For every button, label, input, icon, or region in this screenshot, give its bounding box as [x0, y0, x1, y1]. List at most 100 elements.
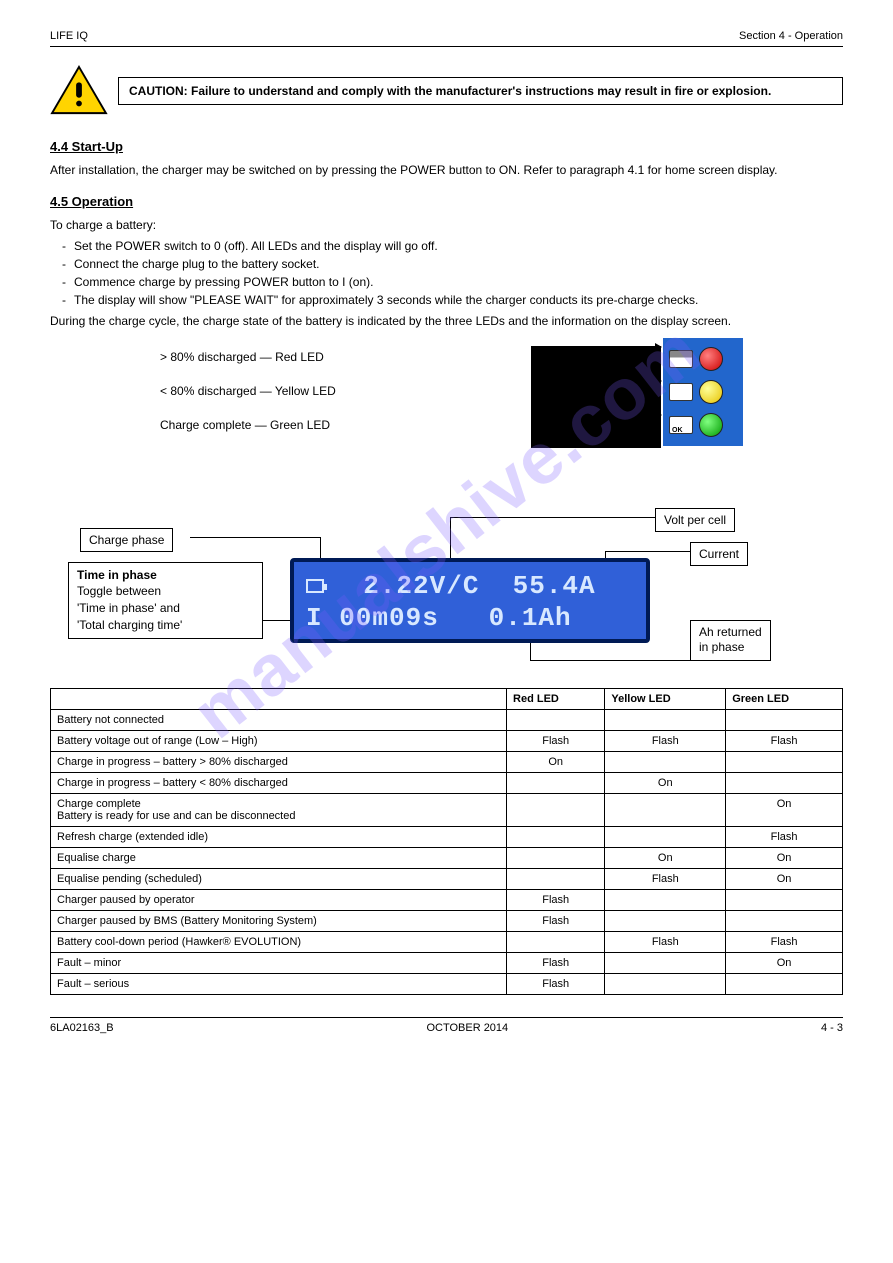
td-desc: Fault – serious [51, 973, 507, 994]
table-row: Equalise pending (scheduled) FlashOn [51, 868, 843, 889]
td-led [507, 709, 605, 730]
td-led [605, 889, 726, 910]
td-desc: Charge complete Battery is ready for use… [51, 793, 507, 826]
callout-line [450, 517, 655, 518]
callout-volts: Volt per cell [655, 508, 735, 532]
td-led [726, 889, 843, 910]
td-led: Flash [507, 730, 605, 751]
td-led: On [726, 952, 843, 973]
td-led: Flash [507, 910, 605, 931]
table-body: Battery not connectedBattery voltage out… [51, 709, 843, 994]
table-row: Charge in progress – battery > 80% disch… [51, 751, 843, 772]
td-desc: Charger paused by operator [51, 889, 507, 910]
td-led [605, 709, 726, 730]
led-diagram: > 80% discharged — Red LED < 80% dischar… [50, 340, 843, 460]
td-led [605, 952, 726, 973]
td-led [507, 868, 605, 889]
td-led: Flash [507, 889, 605, 910]
callout-ah: Ah returned in phase [690, 620, 771, 661]
td-led [605, 793, 726, 826]
td-led: Flash [726, 826, 843, 847]
td-desc: Battery not connected [51, 709, 507, 730]
td-desc: Battery voltage out of range (Low – High… [51, 730, 507, 751]
th-red: Red LED [507, 688, 605, 709]
table-row: Charge complete Battery is ready for use… [51, 793, 843, 826]
td-led [507, 826, 605, 847]
status-table: Red LED Yellow LED Green LED Battery not… [50, 688, 843, 995]
battery-ok-icon [669, 416, 693, 434]
caution-row: CAUTION: Failure to understand and compl… [50, 65, 843, 117]
footer-center: OCTOBER 2014 [426, 1022, 508, 1034]
section-4-5-lead: To charge a battery: [50, 217, 843, 233]
battery-open-icon [669, 350, 693, 368]
led-panel [663, 338, 743, 446]
arrow-icon [531, 346, 661, 380]
footer-left: 6LA02163_B [50, 1022, 114, 1034]
led-label-red: > 80% discharged — Red LED [160, 340, 336, 374]
led-red-icon [699, 347, 723, 371]
th-yellow: Yellow LED [605, 688, 726, 709]
bullet-2: Connect the charge plug to the battery s… [62, 257, 843, 271]
callout-time-line1: Toggle between [77, 584, 161, 598]
td-desc: Refresh charge (extended idle) [51, 826, 507, 847]
led-green-icon [699, 413, 723, 437]
td-desc: Charge in progress – battery > 80% disch… [51, 751, 507, 772]
td-led: Flash [605, 868, 726, 889]
callout-time-line3: 'Total charging time' [77, 618, 182, 632]
section-4-5-title: 4.5 Operation [50, 194, 843, 209]
led-row-yellow [669, 377, 737, 407]
lcd-diagram: Charge phase Time in phase Toggle betwee… [50, 480, 843, 680]
td-led [605, 973, 726, 994]
arrow-icon [531, 380, 661, 414]
td-desc: Battery cool-down period (Hawker® EVOLUT… [51, 931, 507, 952]
caution-box: CAUTION: Failure to understand and compl… [118, 77, 843, 105]
callout-line [530, 640, 531, 660]
callout-charge-phase: Charge phase [80, 528, 173, 552]
callout-line [530, 660, 690, 661]
td-led [726, 751, 843, 772]
led-label-green: Charge complete — Green LED [160, 408, 336, 442]
td-led [605, 826, 726, 847]
td-led: On [726, 793, 843, 826]
warning-icon [50, 65, 108, 117]
td-desc: Charge in progress – battery < 80% disch… [51, 772, 507, 793]
table-row: Battery voltage out of range (Low – High… [51, 730, 843, 751]
td-led: On [507, 751, 605, 772]
td-led [507, 931, 605, 952]
th-green: Green LED [726, 688, 843, 709]
led-arrows [531, 346, 661, 448]
section-4-4-para: After installation, the charger may be s… [50, 162, 843, 178]
td-desc: Fault – minor [51, 952, 507, 973]
led-row-red [669, 344, 737, 374]
callout-time-in-phase: Time in phase Toggle between 'Time in ph… [68, 562, 263, 639]
td-led: On [726, 847, 843, 868]
td-led: On [726, 868, 843, 889]
td-desc: Equalise pending (scheduled) [51, 868, 507, 889]
td-led [726, 772, 843, 793]
lcd-line1: 2.22V/C 55.4A [330, 571, 596, 601]
table-row: Charge in progress – battery < 80% disch… [51, 772, 843, 793]
footer-right: 4 - 3 [821, 1022, 843, 1034]
table-row: Battery cool-down period (Hawker® EVOLUT… [51, 931, 843, 952]
td-led: Flash [605, 730, 726, 751]
callout-ah-b: in phase [699, 640, 744, 654]
callout-ah-t: Ah returned [699, 625, 762, 639]
header-left: LIFE IQ [50, 30, 88, 42]
led-yellow-icon [699, 380, 723, 404]
led-labels: > 80% discharged — Red LED < 80% dischar… [160, 340, 336, 442]
td-led: Flash [726, 730, 843, 751]
td-led [726, 709, 843, 730]
arrow-icon [531, 414, 661, 448]
td-led [726, 973, 843, 994]
led-label-yellow: < 80% discharged — Yellow LED [160, 374, 336, 408]
td-led [507, 772, 605, 793]
page-header: LIFE IQ Section 4 - Operation [50, 30, 843, 47]
th-blank [51, 688, 507, 709]
callout-line [605, 551, 690, 552]
table-row: Fault – seriousFlash [51, 973, 843, 994]
header-right: Section 4 - Operation [739, 30, 843, 42]
td-led [605, 910, 726, 931]
td-desc: Equalise charge [51, 847, 507, 868]
table-row: Refresh charge (extended idle) Flash [51, 826, 843, 847]
bullet-1: Set the POWER switch to 0 (off). All LED… [62, 239, 843, 253]
